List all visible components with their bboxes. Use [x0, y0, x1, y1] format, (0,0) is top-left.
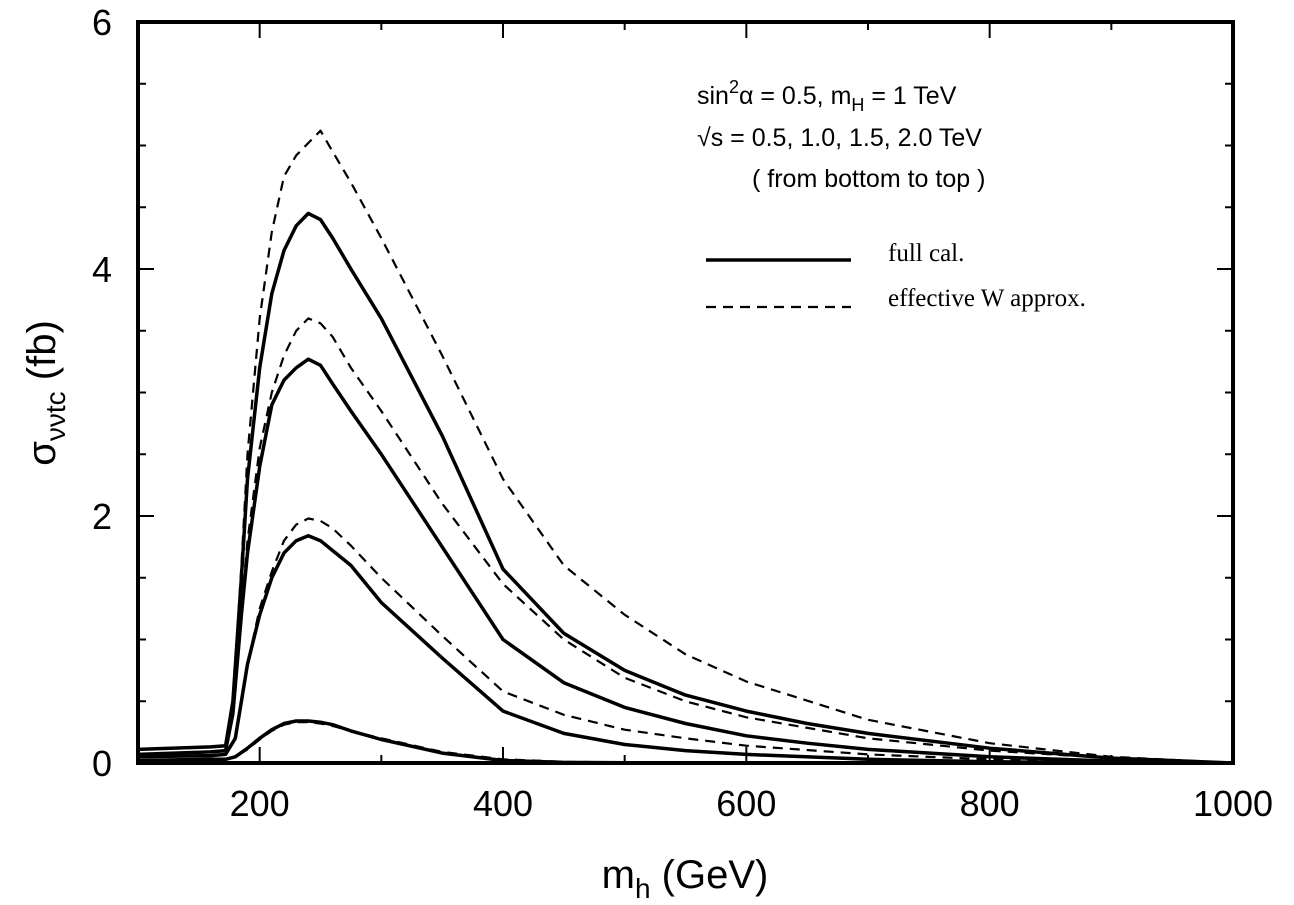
- y-tick-label: 4: [92, 249, 112, 290]
- legend-label-solid: full cal.: [888, 240, 964, 267]
- annotation-line-1: sin2α = 0.5, mH = 1 TeV: [697, 77, 957, 115]
- series-line-3-solid: [137, 534, 1234, 765]
- tick-labels: 200 400 600 800 1000 0 2 4 6: [92, 2, 1273, 824]
- annotation-line-2: √s = 0.5, 1.0, 1.5, 2.0 TeV: [697, 124, 982, 152]
- y-title-main: σ: [20, 441, 64, 466]
- annotation-block: sin2α = 0.5, mH = 1 TeV √s = 0.5, 1.0, 1…: [697, 77, 985, 193]
- series-line-8-dashed: [137, 129, 1234, 765]
- y-tick-label: 6: [92, 2, 112, 43]
- ticks-layer: [138, 22, 1233, 763]
- x-title-main: m: [602, 853, 635, 897]
- y-title-rest: (fb): [20, 320, 64, 391]
- series-line-2-dashed: [137, 721, 1233, 765]
- legend: full cal. effective W approx.: [706, 240, 1086, 312]
- x-axis-title: mh (GeV): [602, 853, 769, 904]
- plot-frame: [136, 20, 1235, 765]
- x-tick-label: 400: [473, 783, 533, 824]
- series-layer: [137, 129, 1234, 765]
- y-tick-label: 2: [92, 496, 112, 537]
- x-tick-label: 1000: [1193, 783, 1273, 824]
- y-tick-label: 0: [92, 743, 112, 784]
- x-tick-label: 200: [230, 783, 290, 824]
- series-line-6-dashed: [137, 317, 1234, 765]
- series-line-5-solid: [137, 357, 1234, 765]
- x-title-rest: (GeV): [651, 853, 769, 897]
- x-tick-label: 600: [716, 783, 776, 824]
- y-title-sub: ννtc: [40, 391, 71, 441]
- legend-label-dashed: effective W approx.: [888, 285, 1086, 312]
- x-title-sub: h: [635, 873, 651, 904]
- series-line-4-dashed: [137, 517, 1234, 765]
- y-axis-title: σννtc (fb): [20, 320, 71, 466]
- annotation-line-3: ( from bottom to top ): [752, 165, 985, 193]
- series-line-1-solid: [137, 719, 1233, 765]
- x-tick-label: 800: [960, 783, 1020, 824]
